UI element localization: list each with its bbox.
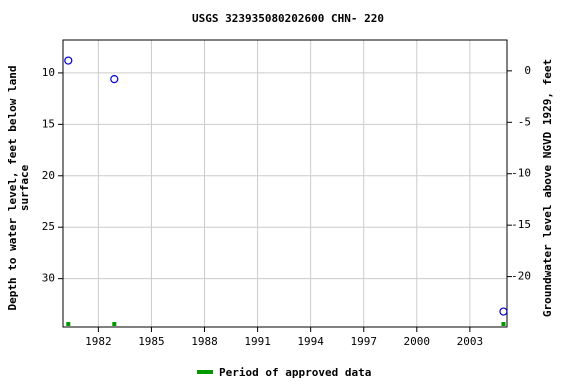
y2-tick-label: -5 <box>518 115 531 128</box>
approved-period-marker <box>501 322 506 326</box>
x-tick-label: 1982 <box>85 335 112 348</box>
y-tick-label: 25 <box>42 220 55 233</box>
x-tick-label: 1994 <box>297 335 324 348</box>
x-tick-label: 1988 <box>191 335 218 348</box>
y2-tick-label: -20 <box>511 270 531 283</box>
legend-label: Period of approved data <box>219 366 371 379</box>
data-point <box>499 307 508 316</box>
x-tick-label: 1997 <box>350 335 377 348</box>
x-tick-label: 1991 <box>244 335 271 348</box>
approved-period-marker <box>66 322 71 326</box>
chart-title: USGS 323935080202600 CHN- 220 <box>192 12 384 25</box>
y-tick-label: 10 <box>42 66 55 79</box>
y-axis-label: surface <box>18 164 31 211</box>
x-tick-label: 2003 <box>457 335 484 348</box>
approved-period-marker <box>112 322 117 326</box>
y-tick-label: 15 <box>42 117 55 130</box>
y-axis-label: Depth to water level, feet below land <box>6 65 19 310</box>
y2-tick-label: 0 <box>524 64 531 77</box>
x-tick-label: 2000 <box>404 335 431 348</box>
y-tick-label: 20 <box>42 169 55 182</box>
y-tick-label: 30 <box>42 272 55 285</box>
y2-axis-label: Groundwater level above NGVD 1929, feet <box>541 59 554 317</box>
x-tick-label: 1985 <box>138 335 165 348</box>
data-point <box>110 74 119 84</box>
plot-frame <box>62 39 508 328</box>
data-point <box>64 56 73 65</box>
y2-tick-label: -15 <box>511 218 531 231</box>
y2-tick-label: -10 <box>511 167 531 180</box>
